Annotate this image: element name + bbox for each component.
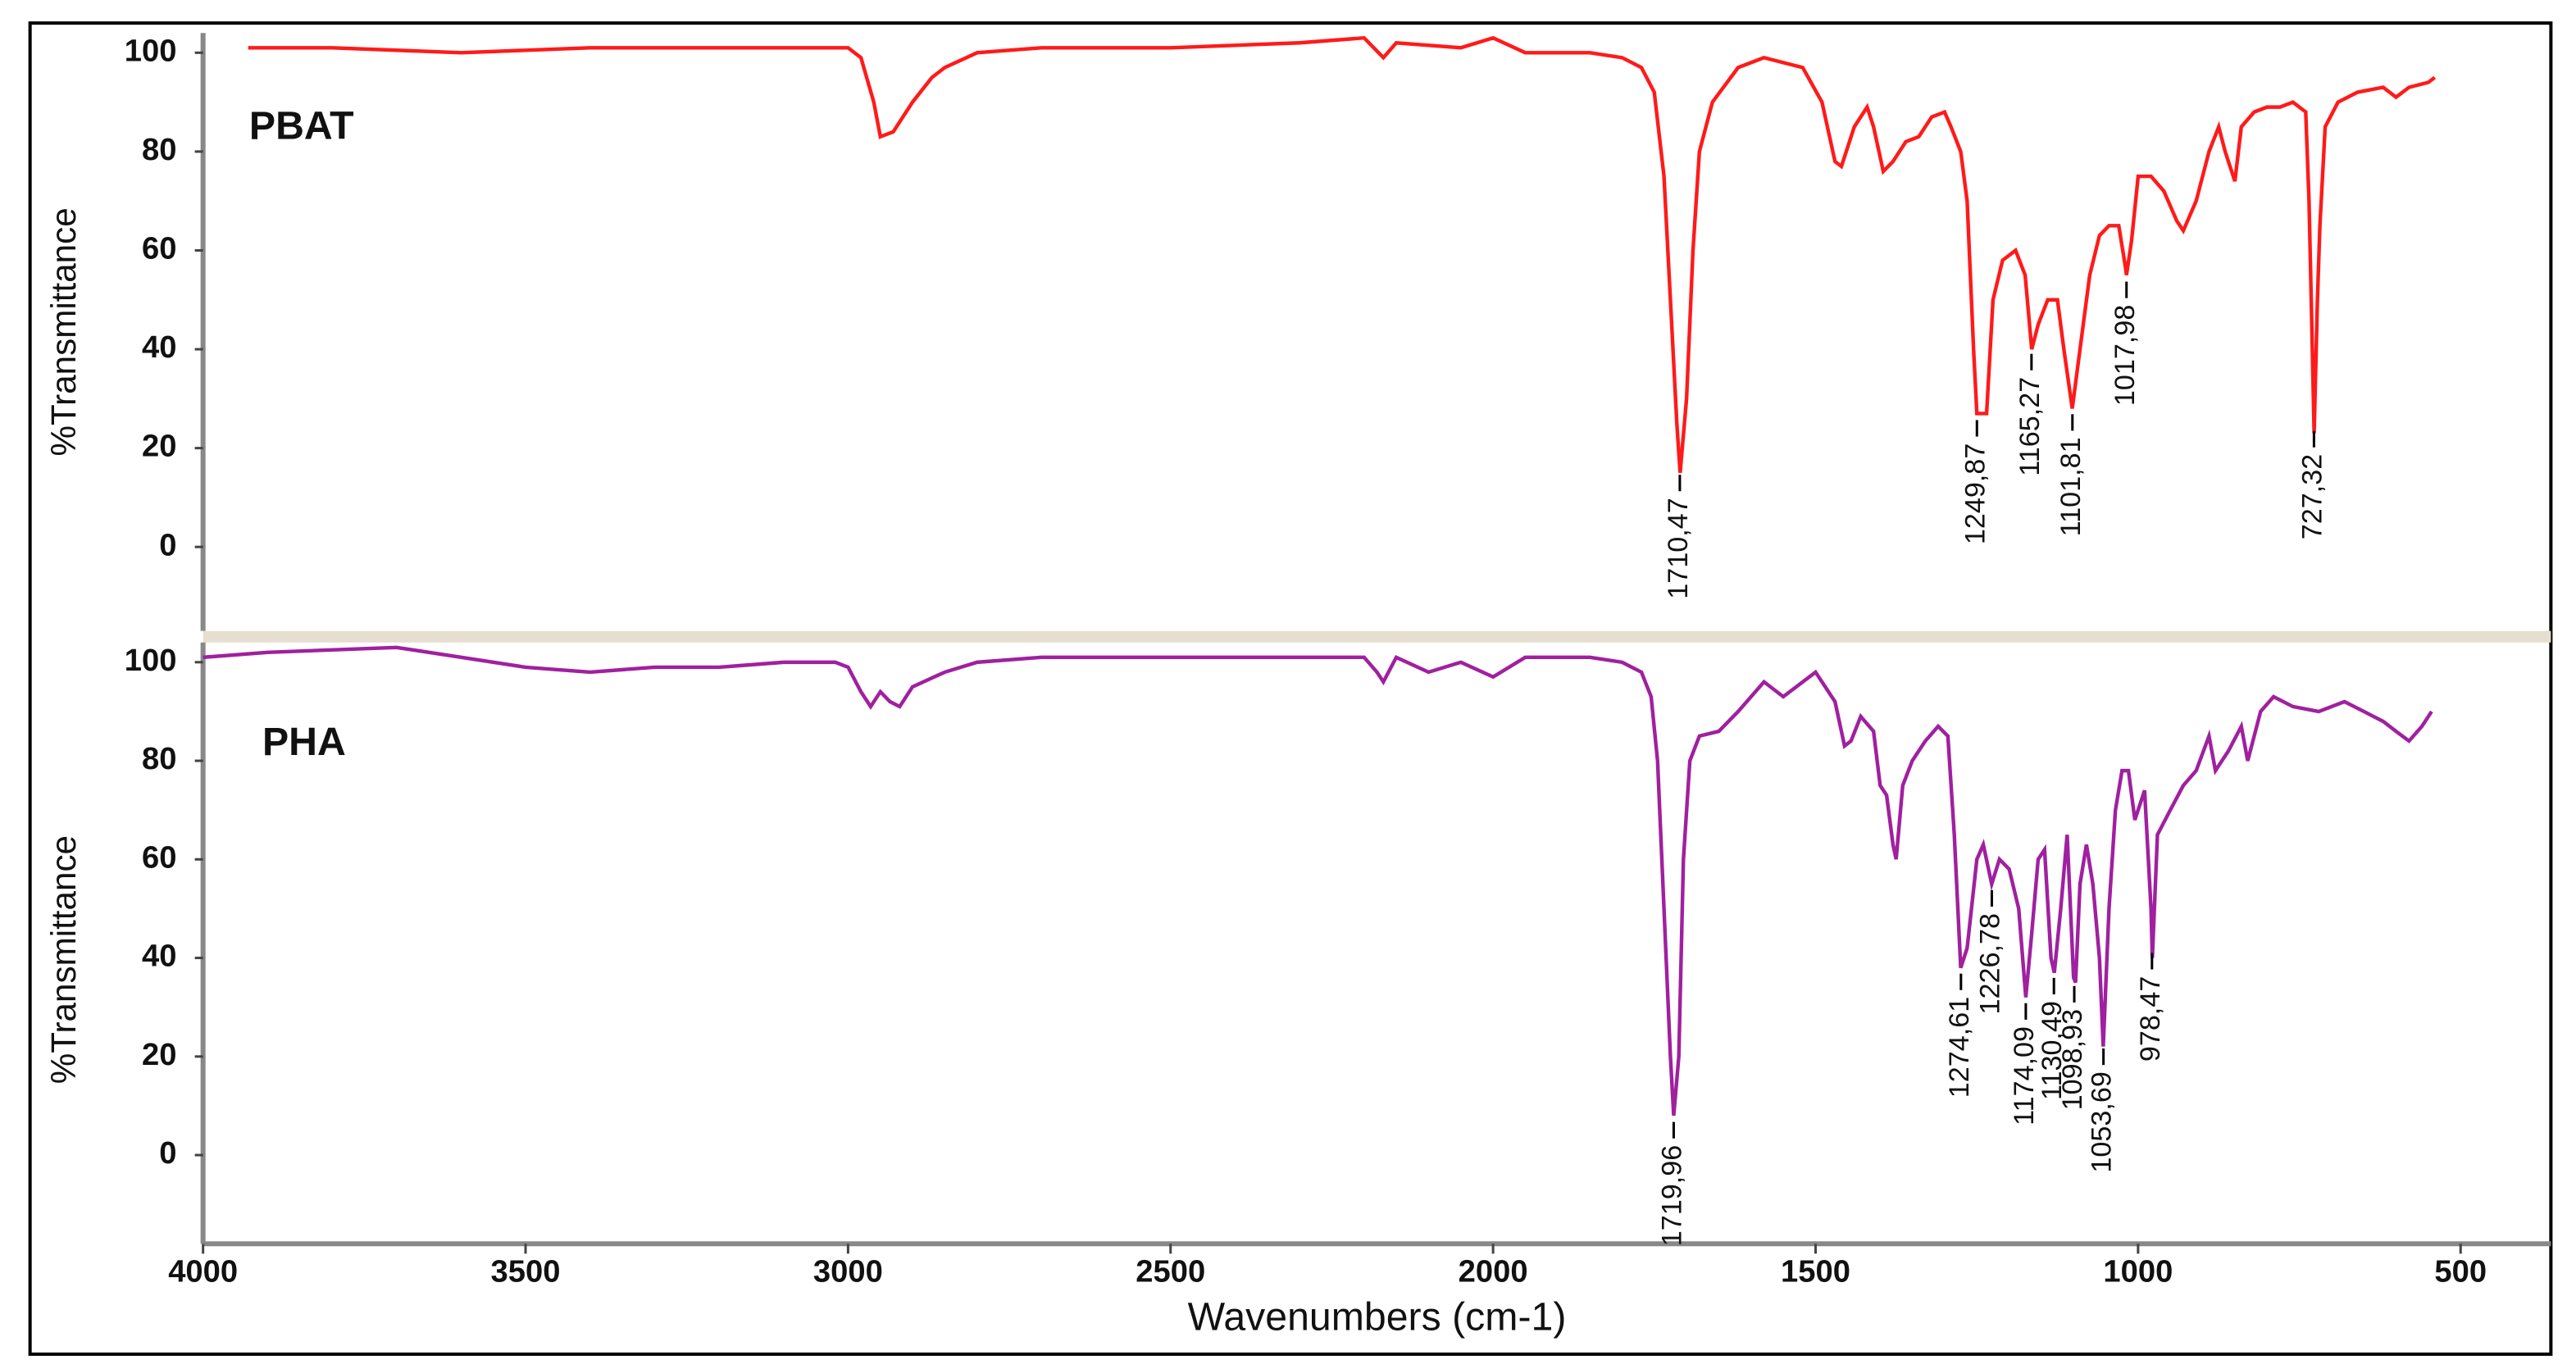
y-tick-label: 60 [142, 839, 176, 875]
x-tick-label: 3500 [491, 1254, 561, 1289]
peak-label: 1165,27 [2014, 377, 2046, 476]
y-tick-label: 100 [125, 643, 177, 678]
peak-label: 1226,78 [1974, 913, 2005, 1014]
peak-label: 1053,69 [2087, 1071, 2118, 1172]
y-axis-label: %Transmittance [44, 835, 83, 1084]
y-tick-label: 0 [159, 527, 176, 562]
y-tick-label: 20 [142, 1037, 176, 1072]
peak-label: 1101,81 [2055, 437, 2087, 536]
series-label: PBAT [249, 103, 354, 148]
peak-label: 727,32 [2296, 454, 2328, 539]
y-tick-label: 80 [142, 132, 176, 167]
series-label: PHA [262, 720, 346, 764]
y-tick-label: 40 [142, 330, 176, 365]
x-tick-label: 4000 [168, 1254, 238, 1289]
y-tick-label: 20 [142, 429, 176, 464]
y-tick-label: 40 [142, 939, 176, 974]
x-tick-label: 3000 [813, 1254, 883, 1289]
peak-label: 1017,98 [2109, 305, 2141, 406]
x-axis-label: Wavenumbers (cm-1) [1188, 1294, 1567, 1339]
y-tick-label: 0 [159, 1135, 176, 1171]
spectrum-line [203, 645, 2433, 1117]
frame [28, 21, 2553, 1356]
x-tick-label: 2500 [1136, 1254, 1205, 1289]
x-tick-label: 1000 [2103, 1254, 2173, 1289]
peak-label: 1130,49 [2037, 1001, 2068, 1100]
peak-label: 1274,61 [1944, 997, 1975, 1098]
y-tick-label: 80 [142, 741, 176, 776]
x-tick-label: 2000 [1459, 1254, 1528, 1289]
peak-label: 1710,47 [1663, 498, 1694, 598]
spectrum-line [248, 35, 2437, 473]
x-tick-label: 500 [2434, 1254, 2487, 1289]
y-axis-label: %Transmittance [44, 207, 83, 456]
y-tick-label: 100 [125, 33, 177, 68]
panel-separator [203, 630, 2551, 643]
y-tick-label: 60 [142, 231, 176, 266]
x-tick-label: 1500 [1781, 1254, 1850, 1289]
peak-label: 978,47 [2135, 976, 2166, 1062]
peak-label: 1249,87 [1959, 443, 1991, 544]
peak-label: 1098,93 [2057, 1009, 2088, 1110]
peak-label: 1719,96 [1656, 1145, 1687, 1246]
peak-label: 1174,09 [2009, 1026, 2040, 1126]
